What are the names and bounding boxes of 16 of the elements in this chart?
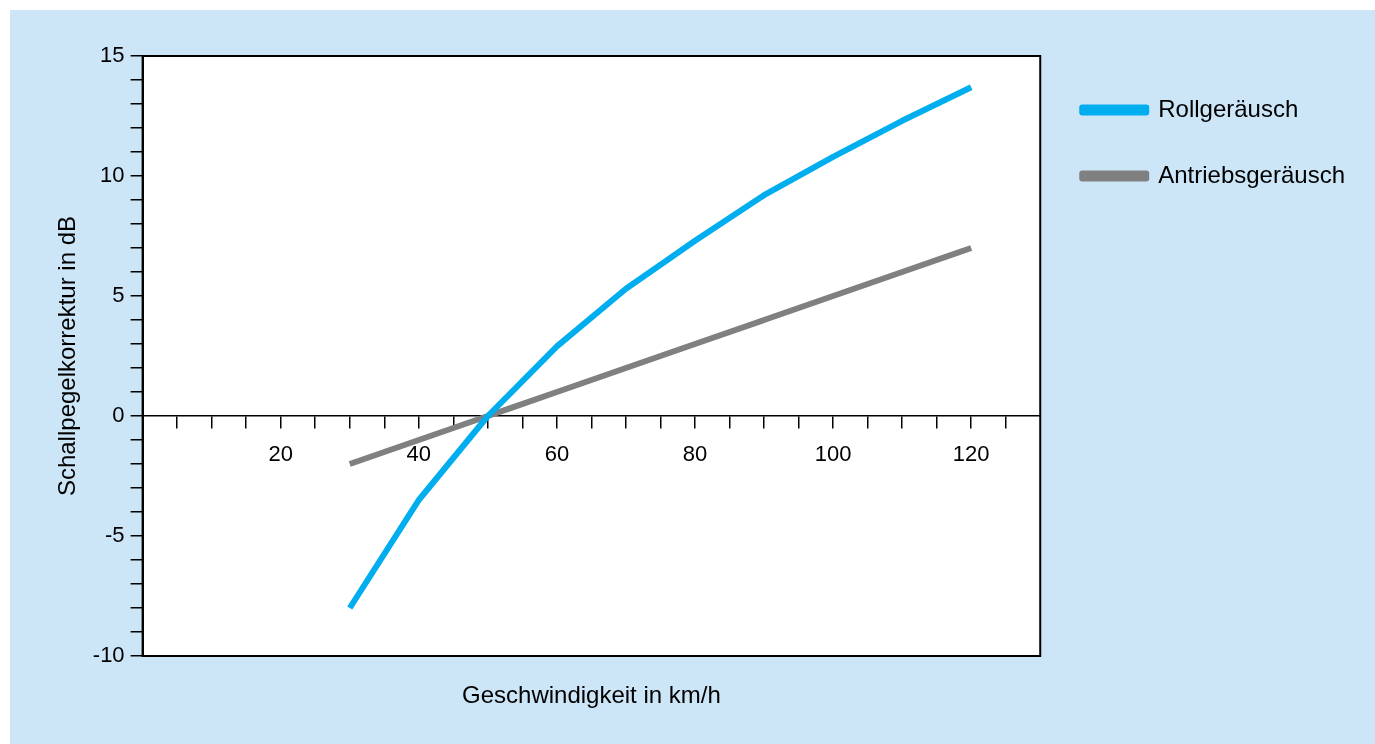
x-tick-label: 100 xyxy=(814,441,852,467)
y-tick-label: -10 xyxy=(92,642,125,668)
y-tick-label: 5 xyxy=(112,282,125,308)
x-tick-label: 60 xyxy=(544,441,570,467)
y-axis-title: Schallpegelkorrektur in dB xyxy=(53,215,81,497)
x-tick-label: 40 xyxy=(406,441,432,467)
x-tick-label: 80 xyxy=(682,441,708,467)
y-tick-label: 0 xyxy=(112,402,125,428)
x-tick-label: 20 xyxy=(268,441,293,467)
y-tick-label: 10 xyxy=(100,162,125,188)
x-axis-title: Geschwindigkeit in km/h xyxy=(462,680,721,708)
legend-label: Antriebsgeräusch xyxy=(1158,160,1346,188)
x-tick-label: 120 xyxy=(952,441,990,467)
legend-label: Rollgeräusch xyxy=(1158,94,1299,122)
y-tick-label: -5 xyxy=(105,522,125,548)
y-tick-label: 15 xyxy=(100,42,125,68)
